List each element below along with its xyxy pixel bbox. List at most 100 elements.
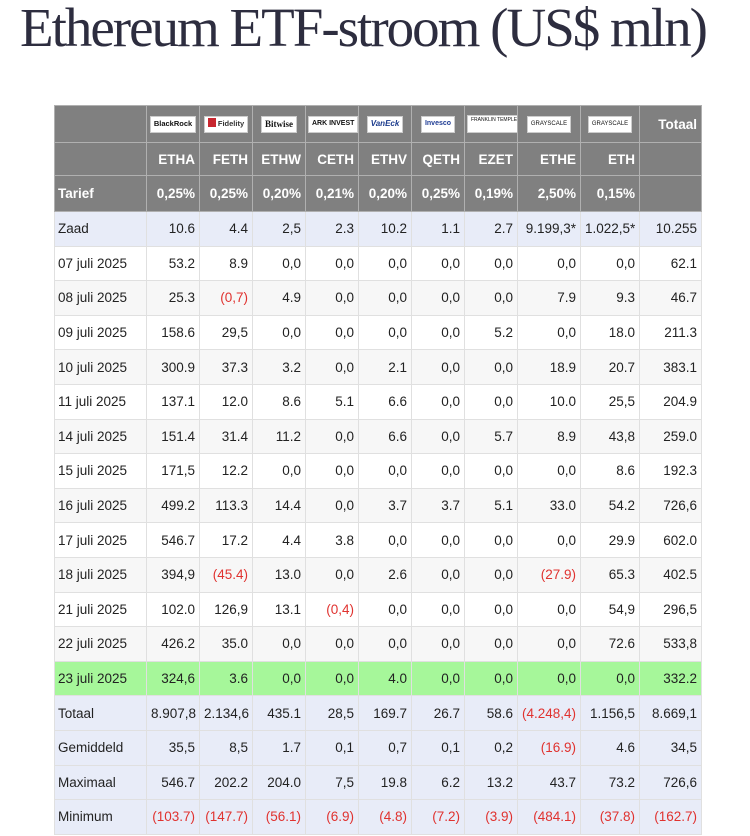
table-row: Zaad 10.6 4.4 2,5 2.3 10.2 1.1 2.7 9.199,3* 1.022…: [54, 211, 702, 247]
flow-cell: 4.9: [252, 280, 306, 316]
flow-cell: 37.3: [199, 349, 253, 385]
flow-cell: 324,6: [146, 660, 200, 697]
flow-cell: 0,0: [411, 383, 465, 420]
flow-cell: 137.1: [146, 383, 200, 420]
flow-cell: 35,5: [146, 729, 200, 766]
flow-cell: (16.9): [517, 729, 581, 766]
ticker-cell: ETHV: [358, 142, 412, 176]
ticker-cell: CETH: [305, 142, 359, 176]
flow-cell: 546.7: [146, 522, 200, 558]
total-header: Totaal: [639, 105, 702, 143]
flow-cell: 546.7: [146, 764, 200, 801]
flow-cell: (56.1): [252, 799, 306, 835]
flow-cell: 0,0: [305, 245, 359, 282]
flow-cell: (484.1): [517, 799, 581, 835]
flow-cell: 0,0: [464, 660, 518, 697]
fee-cell: 0,19%: [464, 175, 518, 212]
ticker-cell: ETH: [580, 142, 640, 176]
fee-cell: 0,25%: [199, 175, 253, 212]
flow-cell: 0,0: [305, 349, 359, 385]
flow-cell: 29,5: [199, 314, 253, 351]
flow-cell: 19.8: [358, 764, 412, 801]
fee-cell: 2,50%: [517, 175, 581, 212]
flow-cell: 0,0: [305, 626, 359, 662]
flow-cell: 0,0: [305, 418, 359, 455]
flow-cell: 54.2: [580, 487, 640, 524]
flow-cell: 0,0: [411, 418, 465, 455]
flow-cell: 0,0: [517, 314, 581, 351]
flow-cell: 0,0: [305, 453, 359, 489]
flow-cell: 8.9: [199, 245, 253, 282]
row-total-cell: 726,6: [639, 764, 702, 801]
flow-cell: 5.1: [464, 487, 518, 524]
flow-cell: 0,0: [580, 660, 640, 697]
flow-cell: 0,0: [411, 349, 465, 385]
flow-cell: 0,0: [464, 522, 518, 558]
fee-cell: 0,21%: [305, 175, 359, 212]
flow-cell: 18.0: [580, 314, 640, 351]
flow-cell: 151.4: [146, 418, 200, 455]
row-total-cell: 34,5: [639, 729, 702, 766]
flow-cell: 10.2: [358, 211, 412, 247]
row-label: 09 juli 2025: [54, 314, 147, 351]
flow-cell: 1.156,5: [580, 695, 640, 731]
flow-cell: (0,4): [305, 591, 359, 628]
flow-cell: (4.248,4): [517, 695, 581, 731]
flow-cell: 0,0: [411, 591, 465, 628]
flow-cell: 0,0: [305, 660, 359, 697]
flow-cell: 2.6: [358, 556, 412, 593]
flow-cell: 4.4: [199, 211, 253, 247]
row-total-cell: 332.2: [639, 660, 702, 697]
ticker-row: ETHA FETH ETHW CETH ETHV QETH EZET ETHE ETH: [54, 142, 702, 176]
flow-cell: (37.8): [580, 799, 640, 835]
table-row: Minimum (103.7) (147.7) (56.1) (6.9) (4.8) (7.…: [54, 799, 702, 835]
flow-cell: 2.7: [464, 211, 518, 247]
fidelity-logo: Fidelity: [203, 115, 249, 133]
flow-cell: 31.4: [199, 418, 253, 455]
flow-cell: (27.9): [517, 556, 581, 593]
franklin-templeton-logo: FRANKLIN TEMPLETON: [467, 115, 517, 133]
flow-cell: 10.0: [517, 383, 581, 420]
table-row: 23 juli 2025 324,6 3.6 0,0 0,0 4.0 0,0 0,0 0,0 0,…: [54, 660, 702, 697]
flow-cell: 43.7: [517, 764, 581, 801]
flow-cell: 394,9: [146, 556, 200, 593]
fee-label: Tarief: [54, 175, 147, 212]
row-label: 17 juli 2025: [54, 522, 147, 558]
flow-cell: 43,8: [580, 418, 640, 455]
table-row: Totaal 8.907,8 2.134,6 435.1 28,5 169.7 26.7 58…: [54, 695, 702, 731]
ticker-cell: ETHW: [252, 142, 306, 176]
table-row: 16 juli 2025 499.2 113.3 14.4 0,0 3.7 3.7 5.1 33…: [54, 487, 702, 524]
fee-cell: 0,25%: [146, 175, 200, 212]
flow-cell: 2.134,6: [199, 695, 253, 731]
row-total-cell: 46.7: [639, 280, 702, 316]
table-row: 18 juli 2025 394,9 (45.4) 13.0 0,0 2.6 0,0 0,0(…: [54, 556, 702, 593]
flow-cell: 9.3: [580, 280, 640, 316]
row-total-cell: 192.3: [639, 453, 702, 489]
fee-cell: 0,15%: [580, 175, 640, 212]
fee-cell: 0,20%: [252, 175, 306, 212]
row-total-cell: 10.255: [639, 211, 702, 247]
row-label: 07 juli 2025: [54, 245, 147, 282]
flow-cell: 0,2: [464, 729, 518, 766]
flow-cell: 0,0: [305, 556, 359, 593]
flow-cell: (147.7): [199, 799, 253, 835]
flow-cell: 9.199,3*: [517, 211, 581, 247]
flow-cell: 0,0: [411, 660, 465, 697]
fee-row: Tarief 0,25% 0,25% 0,20% 0,21% 0,20% 0,25% 0,19…: [54, 175, 702, 212]
flow-cell: 8.6: [252, 383, 306, 420]
flow-cell: 0,0: [464, 626, 518, 662]
table-row: 15 juli 2025 171,5 12.2 0,0 0,0 0,0 0,0 0,0 0,0 8…: [54, 453, 702, 489]
flow-cell: 0,0: [358, 245, 412, 282]
flow-cell: 102.0: [146, 591, 200, 628]
flow-cell: (0,7): [199, 280, 253, 316]
row-label: 21 juli 2025: [54, 591, 147, 628]
row-label: 15 juli 2025: [54, 453, 147, 489]
ticker-cell: QETH: [411, 142, 465, 176]
flow-cell: 0,0: [517, 522, 581, 558]
flow-cell: 0,0: [464, 453, 518, 489]
fee-total-cell: [639, 175, 702, 212]
flow-cell: 0,0: [358, 280, 412, 316]
flow-cell: 3.2: [252, 349, 306, 385]
flow-cell: 0,0: [411, 245, 465, 282]
table-row: 11 juli 2025 137.1 12.0 8.6 5.1 6.6 0,0 0,0 10.0…: [54, 383, 702, 420]
